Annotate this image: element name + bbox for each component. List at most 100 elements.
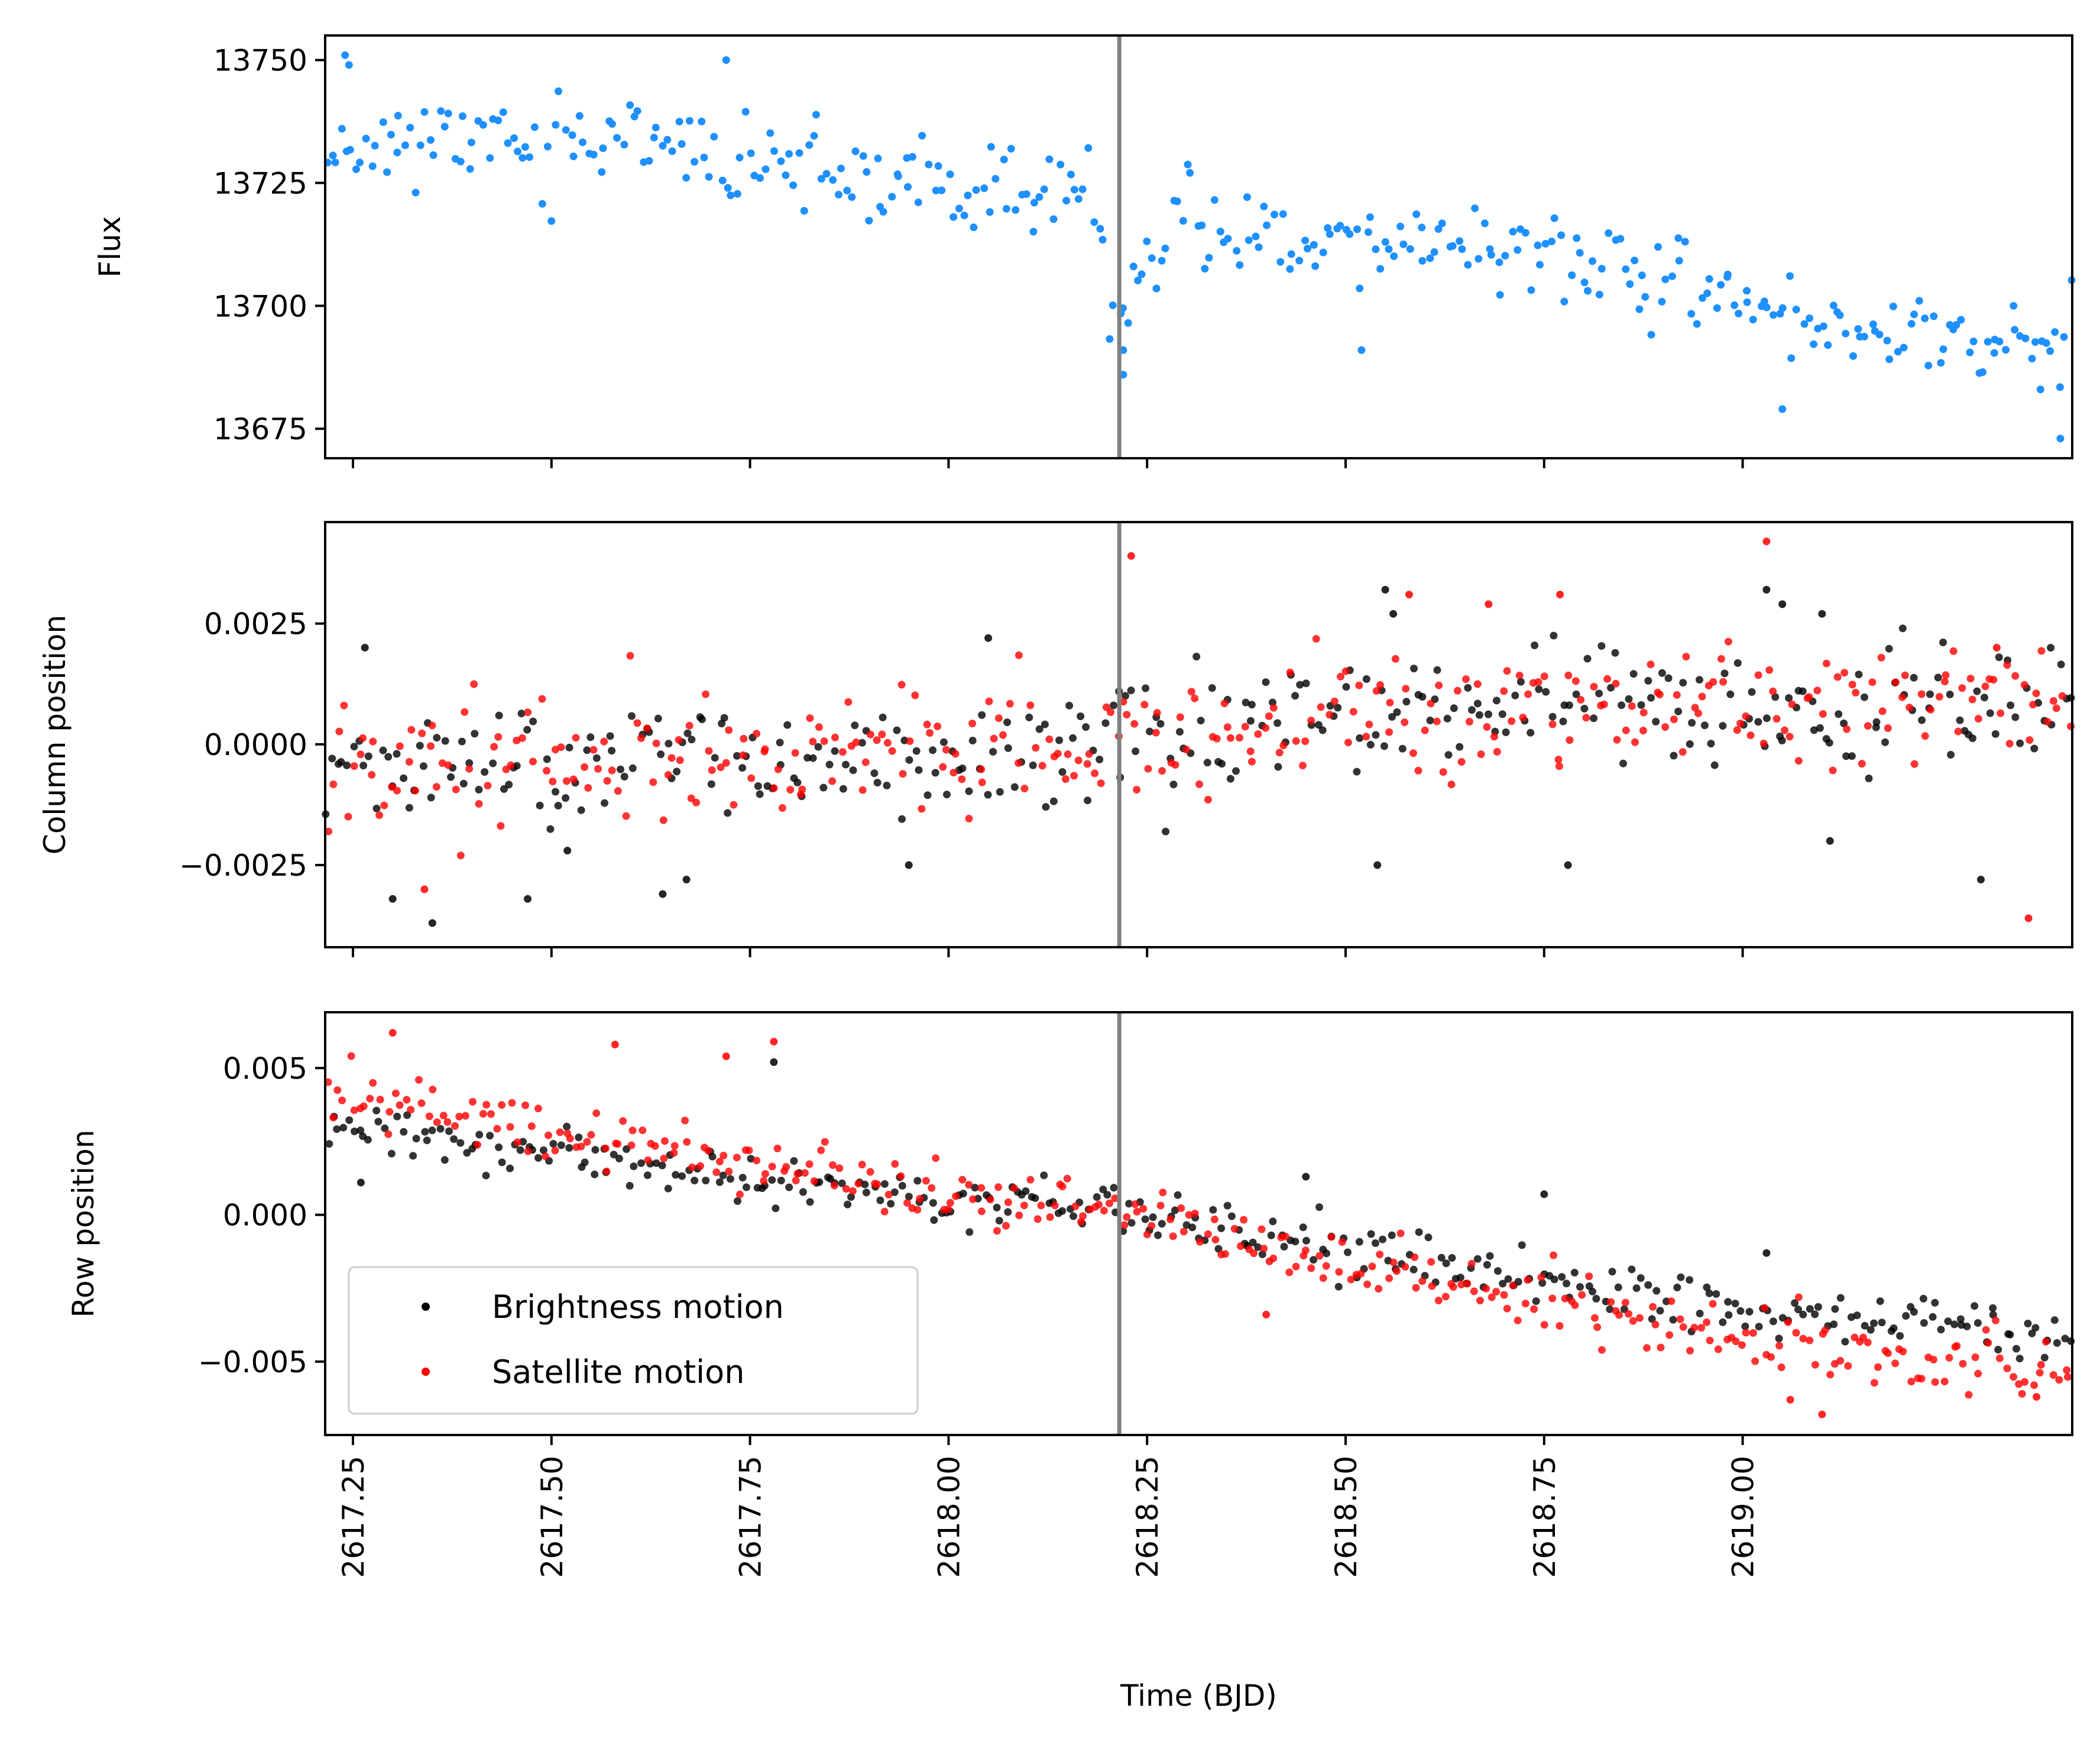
row-position-point-s0-49 — [581, 1158, 589, 1167]
column-position-point-s0-320 — [2016, 739, 2024, 747]
flux-point-s0-343 — [1990, 349, 1998, 357]
row-position-point-s0-300 — [1910, 1308, 1918, 1316]
column-position-point-s0-112 — [915, 766, 923, 774]
column-position-point-s0-284 — [1825, 738, 1833, 747]
column-position-point-s1-282 — [1819, 710, 1827, 718]
column-position-point-s1-117 — [942, 746, 950, 754]
flux-point-s0-44 — [538, 200, 546, 208]
row-position-point-s0-240 — [1592, 1295, 1600, 1303]
column-position-point-s0-122 — [968, 737, 977, 744]
flux-point-s0-302 — [1787, 354, 1796, 362]
flux-point-s0-348 — [2011, 326, 2019, 334]
column-position-point-s0-264 — [1720, 669, 1729, 678]
row-position-point-s0-264 — [1724, 1298, 1732, 1306]
row-position-point-s1-176 — [1258, 1225, 1266, 1233]
row-position-point-s0-321 — [2024, 1320, 2032, 1327]
column-position-point-s1-81 — [753, 730, 761, 738]
column-position-point-s1-202 — [1391, 655, 1399, 663]
column-position-point-s0-325 — [2047, 644, 2055, 652]
flux-point-s0-266 — [1616, 235, 1625, 243]
column-position-point-s1-135 — [1038, 762, 1046, 770]
column-position-point-s1-18 — [418, 729, 426, 737]
column-position-point-s1-192 — [1341, 667, 1350, 675]
flux-point-s0-220 — [1390, 252, 1398, 260]
column-position-point-s1-52 — [600, 737, 608, 746]
flux-point-s0-352 — [2031, 338, 2039, 346]
column-position-point-s1-110 — [906, 737, 914, 745]
row-position-point-s1-20 — [429, 1086, 437, 1094]
row-position-point-s1-183 — [1292, 1262, 1300, 1271]
column-position-point-s1-184 — [1299, 762, 1307, 770]
row-position-point-s1-114 — [928, 1184, 936, 1192]
row-position-point-s0-252 — [1656, 1307, 1664, 1315]
column-position-point-s0-48 — [577, 806, 585, 814]
column-position-outlier-s0-14 — [1778, 600, 1787, 608]
column-position-point-s0-232 — [1550, 631, 1558, 640]
row-position-point-s1-199 — [1376, 1251, 1384, 1259]
flux-point-s0-91 — [766, 129, 774, 137]
row-position-point-s1-170 — [1221, 1250, 1229, 1258]
row-position-point-s0-291 — [1866, 1326, 1875, 1334]
column-position-point-s1-197 — [1365, 720, 1373, 728]
column-position-point-s1-0 — [325, 827, 333, 835]
flux-point-s0-190 — [1245, 236, 1253, 244]
row-position-point-s1-240 — [1593, 1323, 1602, 1332]
flux-y-tick-label-3: 13750 — [213, 44, 307, 78]
row-position-point-s0-285 — [1831, 1305, 1839, 1313]
column-position-point-s0-46 — [565, 743, 573, 751]
row-position-point-s1-259 — [1697, 1324, 1706, 1332]
column-position-point-s0-192 — [1342, 683, 1350, 691]
column-position-point-s0-127 — [996, 788, 1004, 796]
flux-point-s0-236 — [1471, 204, 1479, 212]
column-position-point-s0-22 — [441, 737, 449, 745]
flux-point-s0-128 — [946, 170, 954, 179]
flux-point-s0-304 — [1800, 320, 1809, 328]
row-position-point-s1-92 — [810, 1177, 818, 1185]
column-position-point-s1-320 — [2020, 681, 2028, 689]
row-position-point-s0-99 — [847, 1193, 855, 1201]
legend-label-satellite-motion: Satellite motion — [492, 1353, 744, 1391]
column-position-point-s0-197 — [1366, 741, 1375, 749]
column-position-point-s1-150 — [1119, 698, 1127, 706]
column-position-point-s0-247 — [1629, 670, 1638, 678]
row-position-point-s0-289 — [1853, 1311, 1861, 1320]
flux-point-s0-69 — [659, 142, 667, 150]
column-position-point-s0-261 — [1707, 740, 1715, 748]
row-position-point-s0-179 — [1269, 1217, 1277, 1226]
column-position-point-s0-141 — [1069, 734, 1077, 742]
row-position-point-s0-298 — [1902, 1312, 1910, 1320]
row-position-point-s0-45 — [563, 1122, 571, 1130]
row-position-point-s1-252 — [1657, 1343, 1665, 1352]
column-position-point-s0-100 — [851, 721, 859, 730]
column-position-point-s0-78 — [738, 764, 747, 772]
row-position-outlier-s0-3 — [1762, 1249, 1771, 1257]
row-position-point-s0-110 — [905, 1193, 913, 1201]
flux-outlier-s0-1 — [345, 61, 353, 69]
column-position-point-s1-71 — [702, 690, 709, 698]
flux-point-s0-306 — [1810, 340, 1818, 348]
row-position-point-s0-41 — [539, 1146, 547, 1154]
row-position-point-s1-13 — [391, 1089, 400, 1097]
column-position-point-s1-305 — [1941, 678, 1949, 686]
column-position-point-s0-134 — [1035, 725, 1043, 733]
flux-point-s0-17 — [406, 124, 414, 132]
flux-point-s0-217 — [1376, 265, 1385, 273]
row-position-point-s0-208 — [1424, 1233, 1433, 1242]
column-position-point-s0-82 — [756, 790, 764, 798]
row-position-point-s1-309 — [1959, 1360, 1967, 1368]
flux-point-s0-192 — [1255, 243, 1263, 251]
row-position-point-s1-63 — [660, 1154, 668, 1162]
flux-point-s0-290 — [1730, 301, 1739, 309]
row-position-point-s1-171 — [1230, 1225, 1239, 1233]
flux-point-s0-138 — [991, 174, 1000, 183]
row-position-point-s0-199 — [1379, 1235, 1387, 1243]
row-position-point-s0-284 — [1830, 1320, 1838, 1329]
column-position-point-s1-173 — [1241, 723, 1249, 731]
flux-point-s0-242 — [1496, 291, 1504, 299]
row-position-outlier-s1-4 — [1786, 1395, 1794, 1404]
column-position-point-s1-222 — [1500, 687, 1508, 695]
row-position-point-s0-20 — [428, 1126, 436, 1135]
flux-point-s0-350 — [2021, 334, 2030, 342]
column-position-point-s1-329 — [2067, 723, 2075, 730]
row-position-point-s1-59 — [639, 1126, 647, 1135]
